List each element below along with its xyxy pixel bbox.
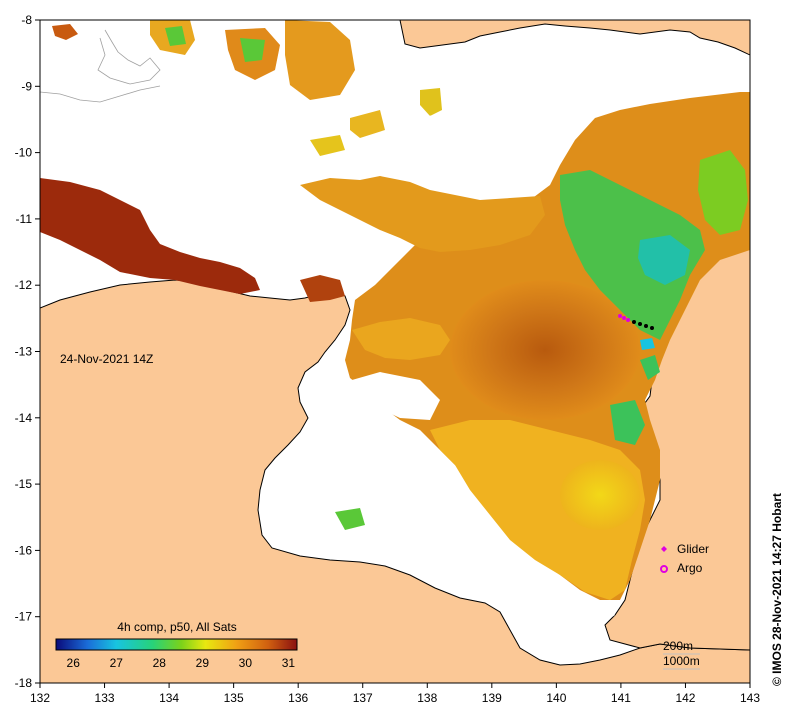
colorbar-title: 4h comp, p50, All Sats xyxy=(117,620,236,634)
sst-west-patch xyxy=(352,318,450,360)
sst-patch xyxy=(350,110,385,138)
latitude-axis: -8 -9 -10 -11 -12 -13 -14 -15 -16 -17 -18 xyxy=(15,13,40,690)
bathymetry-contour xyxy=(97,29,161,85)
sst-warm-core xyxy=(450,280,640,420)
sst-patch xyxy=(285,20,355,100)
land-new-guinea xyxy=(399,20,750,56)
glider-marker-icon xyxy=(661,546,667,552)
lon-tick-label: 142 xyxy=(675,691,695,705)
sst-cool-coastal-green xyxy=(240,38,265,62)
lon-tick-label: 135 xyxy=(224,691,244,705)
colorbar-tick-label: 27 xyxy=(110,656,124,670)
lon-tick-label: 138 xyxy=(417,691,437,705)
lat-tick-label: -10 xyxy=(15,146,33,160)
lat-tick-label: -11 xyxy=(16,212,33,226)
sst-patch xyxy=(310,135,345,156)
sst-cool-spot xyxy=(640,338,655,350)
sst-nt-coastal-red xyxy=(40,178,260,294)
sst-cool-coastal-green xyxy=(165,26,186,46)
glider-track xyxy=(618,314,654,330)
land-northern-territory xyxy=(40,279,750,683)
lon-tick-label: 136 xyxy=(288,691,308,705)
lat-tick-label: -17 xyxy=(15,610,33,624)
longitude-axis: 132 133 134 135 136 137 138 139 140 141 142 143 xyxy=(30,683,760,705)
lon-tick-label: 139 xyxy=(482,691,502,705)
lat-tick-label: -13 xyxy=(15,345,33,359)
sst-cool-coastal-green xyxy=(560,170,705,340)
credit-text: © IMOS 28-Nov-2021 14:27 Hobart xyxy=(770,493,784,686)
marker-legend: Glider Argo xyxy=(660,542,709,575)
lon-tick-label: 141 xyxy=(611,691,631,705)
sst-cool-coastal-green xyxy=(698,150,748,235)
glider-label: Glider xyxy=(677,542,709,556)
sst-patch xyxy=(420,88,442,116)
lat-tick-label: -16 xyxy=(15,543,33,557)
sst-patch xyxy=(52,24,78,40)
sst-yellow-patch xyxy=(560,460,640,530)
sst-nt-coastal-red xyxy=(300,275,345,302)
cloud-gap xyxy=(560,600,615,625)
contour-legend: 200m 1000m xyxy=(663,639,700,670)
cloud-gap xyxy=(352,372,440,420)
colorbar-ticks: 26 27 28 29 30 31 xyxy=(67,656,296,670)
lon-tick-label: 140 xyxy=(546,691,566,705)
lon-tick-label: 143 xyxy=(740,691,760,705)
lon-tick-label: 137 xyxy=(353,691,373,705)
date-label: 24-Nov-2021 14Z xyxy=(60,352,153,366)
lon-tick-label: 133 xyxy=(95,691,115,705)
sst-cool-coastal-green xyxy=(335,508,365,530)
lat-tick-label: -15 xyxy=(15,477,33,491)
colorbar: 4h comp, p50, All Sats 26 27 28 29 30 31 xyxy=(55,620,298,670)
colorbar-tick-label: 26 xyxy=(67,656,81,670)
sst-cool-coastal-green xyxy=(610,400,645,445)
lon-tick-label: 134 xyxy=(159,691,179,705)
colorbar-tick-label: 29 xyxy=(196,656,210,670)
contour-1000m-label: 1000m xyxy=(663,654,700,668)
map-layers xyxy=(40,20,750,683)
bathymetry-contour xyxy=(40,85,161,103)
cloud-gap xyxy=(395,110,540,190)
contour-200m-label: 200m xyxy=(663,639,693,653)
lat-tick-label: -8 xyxy=(21,13,32,27)
colorbar-tick-label: 31 xyxy=(282,656,296,670)
argo-marker-icon xyxy=(660,565,668,573)
lat-tick-label: -18 xyxy=(15,676,33,690)
argo-label: Argo xyxy=(677,561,703,575)
colorbar-tick-label: 30 xyxy=(239,656,253,670)
lat-tick-label: -9 xyxy=(21,79,32,93)
lat-tick-label: -14 xyxy=(15,411,33,425)
sst-cool-coastal-cyan xyxy=(638,235,690,285)
sst-cool-coastal-green xyxy=(640,355,660,380)
lon-tick-label: 132 xyxy=(30,691,50,705)
colorbar-tick-label: 28 xyxy=(153,656,167,670)
sst-north-region xyxy=(300,176,545,252)
lat-tick-label: -12 xyxy=(15,278,33,292)
colorbar-gradient xyxy=(55,638,298,651)
